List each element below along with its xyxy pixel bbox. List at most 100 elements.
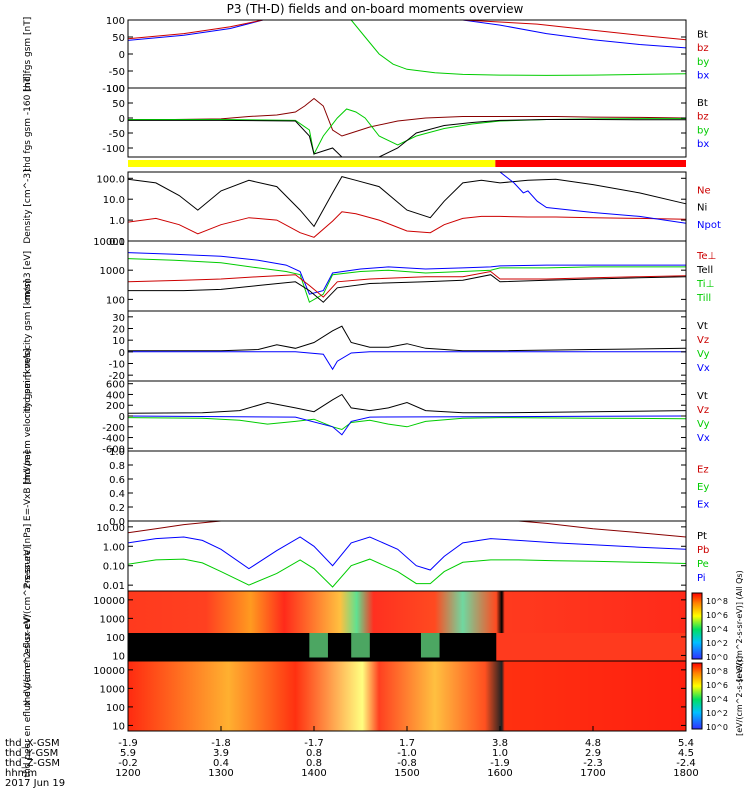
panel-2: 100.0 10.0 1.0 0.1 Density [cm^-3] Ne Ni Npot xyxy=(23,169,721,248)
y-tick-label: -600 xyxy=(102,444,125,455)
legend-Ni: Ni xyxy=(697,203,707,214)
series-Vy xyxy=(127,417,687,431)
series-Ne xyxy=(127,211,687,238)
legend-Pt: Pt xyxy=(697,531,707,542)
series-Bt xyxy=(128,119,686,158)
footer-value: -1.0 xyxy=(397,748,417,759)
legend-Ne: Ne xyxy=(697,185,711,196)
y-tick-label: 0 xyxy=(119,50,125,61)
legend-Pe: Pe xyxy=(697,559,709,570)
spectrogram-band xyxy=(128,591,686,633)
y-tick-label: 200 xyxy=(106,401,125,412)
footer-value: 3.9 xyxy=(213,748,229,759)
legend-bx: bx xyxy=(697,139,709,150)
legend-Pb: Pb xyxy=(697,545,709,556)
panel-9: 10000 1000 100 10 thd peer en eflux eV/(cm^2… xyxy=(23,614,687,778)
y-tick-label: 10000 xyxy=(93,237,125,248)
y-tick-label: 0.4 xyxy=(109,489,125,500)
series-Ni xyxy=(127,176,687,228)
panel-frame xyxy=(127,450,687,522)
y-tick-label: 100 xyxy=(106,633,125,644)
legend-Ey: Ey xyxy=(697,482,709,493)
footer-value: -0.8 xyxy=(397,758,417,769)
footer-value: 3.8 xyxy=(492,738,508,749)
series-Vx xyxy=(127,415,687,436)
y-tick-label: 50 xyxy=(112,99,125,110)
spectrogram-band xyxy=(496,633,686,661)
legend-Tell: Tell xyxy=(696,265,713,276)
y-tick-label: -50 xyxy=(109,67,125,78)
legend-Vx: Vx xyxy=(697,363,710,374)
series-Ti xyxy=(127,252,686,295)
colorbar-tick: 10^4 xyxy=(706,625,728,634)
colorbar-1 xyxy=(691,662,703,730)
colorbar-label: [eV/(cm^2-s-sr-eV)] xyxy=(735,656,744,736)
panel-1: 100 50 0 -50 -100 thd fgs gsm -160 [nT] Bt bz by… xyxy=(23,74,709,172)
y-tick-label: 30 xyxy=(112,313,125,324)
legend-Bt: Bt xyxy=(697,98,708,109)
footer-value: 1.0 xyxy=(492,748,508,759)
panel-frame xyxy=(127,310,687,382)
legend-Vt: Vt xyxy=(697,321,708,332)
legend-bz: bz xyxy=(697,43,709,54)
footer-value: 4.5 xyxy=(678,748,694,759)
footer-value: 1.7 xyxy=(399,738,415,749)
y-tick-label: 0.6 xyxy=(109,475,125,486)
y-tick-label: 10 xyxy=(112,651,125,662)
panel-6: 1.0 0.8 0.6 0.4 0.2 0.0 E=-VxB [mV/m] Ez Ey Ex xyxy=(23,447,709,528)
footer-value: 5.4 xyxy=(678,738,694,749)
panel-3: 10000 1000 100 mom3 [eV] Te⊥ Tell Ti⊥ Till xyxy=(23,237,716,312)
y-axis-label: thd fgs gsm -160 [nT] xyxy=(23,74,33,172)
series-Pe xyxy=(127,558,687,588)
series-bz xyxy=(127,19,687,41)
y-tick-label: -200 xyxy=(102,423,125,434)
legend-bz: bz xyxy=(697,112,709,123)
footer-row-label: thd_X-GSM xyxy=(5,738,60,749)
y-tick-label: -50 xyxy=(109,129,125,140)
colorbar-tick: 10^8 xyxy=(706,667,728,676)
y-axis-label: mom3 [eV] xyxy=(23,251,33,301)
footer-value: 0.4 xyxy=(213,758,229,769)
series-Pi xyxy=(127,536,687,571)
footer-value: 1200 xyxy=(115,768,140,779)
panel-frame xyxy=(127,87,687,158)
legend-Te⊥: Te⊥ xyxy=(696,251,716,262)
footer-value: 1500 xyxy=(394,768,419,779)
footer-value: 1800 xyxy=(673,768,698,779)
y-tick-label: 1000 xyxy=(100,614,125,625)
colorbar-tick: 10^6 xyxy=(706,681,728,690)
y-tick-label: 10.0 xyxy=(103,195,125,206)
legend-by: by xyxy=(697,125,709,136)
legend-Npot: Npot xyxy=(697,220,721,231)
y-tick-label: 100 xyxy=(106,703,125,714)
legend-Ti⊥: Ti⊥ xyxy=(696,279,714,290)
legend-by: by xyxy=(697,57,709,68)
series-Vx xyxy=(128,351,686,371)
footer-row-label: thd_Y-GSM xyxy=(5,748,58,759)
footer: thd_X-GSM -1.9 -1.8 -1.7 1.7 3.8 4.8 5.4 thd_Y-G… xyxy=(5,726,699,789)
panel-frame xyxy=(127,240,687,312)
legend-Vz: Vz xyxy=(697,335,709,346)
spectrogram-gap xyxy=(420,633,440,658)
mode-bar-yellow xyxy=(128,160,496,167)
legend-Vx: Vx xyxy=(697,433,710,444)
series-Vt xyxy=(128,325,687,352)
colorbar-tick: 10^8 xyxy=(706,597,728,606)
footer-value: 1400 xyxy=(301,768,326,779)
y-tick-label: 0.10 xyxy=(103,562,125,573)
footer-value: -1.7 xyxy=(304,738,324,749)
legend-Vt: Vt xyxy=(697,391,708,402)
y-axis-label: thd peem velocity gsm [km/s] xyxy=(23,348,33,483)
footer-value: -2.3 xyxy=(583,758,603,769)
series-Tell xyxy=(128,274,687,303)
series-Vt xyxy=(127,393,687,414)
panel-0: 100 50 0 -50 -100 thd fgs gsm [nT] Bt bz by bx xyxy=(23,16,709,95)
y-tick-label: 10.00 xyxy=(96,523,125,534)
y-tick-label: 100 xyxy=(106,84,125,95)
y-axis-label: thd peer en eflux eV/(cm^2-s-sr-eV) xyxy=(23,614,33,777)
y-axis-label: thd peir en eflux eV/(cm^2-s-sr-eV) xyxy=(23,546,33,706)
series-Till xyxy=(127,258,686,303)
colorbar-tick: 10^4 xyxy=(706,695,728,704)
